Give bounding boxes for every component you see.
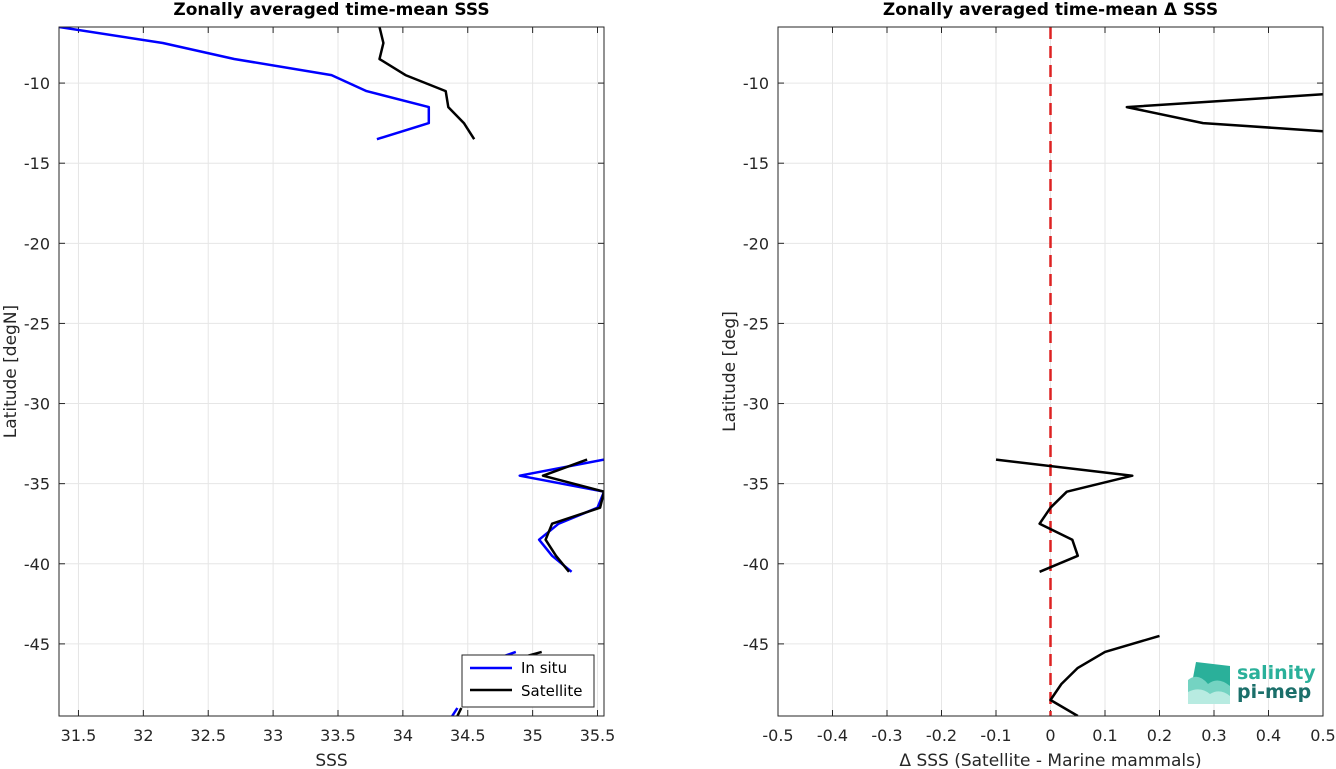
x-tick-label: 32.5 xyxy=(190,726,226,745)
delta-sss-panel: -0.5 -0.4 -0.3 -0.2 -0.1 0 0.1 0.2 0.3 0.4 0.5 -10 -… xyxy=(720,0,1336,769)
series-line xyxy=(456,707,463,716)
series-0 xyxy=(995,93,1323,716)
series-line xyxy=(378,27,476,140)
x-tick-label: 32 xyxy=(133,726,153,745)
series-line xyxy=(451,707,459,716)
x-tick-label: -0.4 xyxy=(817,726,848,745)
y-axis-label: Latitude [deg] xyxy=(720,311,740,432)
legend-label-in-situ: In situ xyxy=(521,659,567,677)
y-tick-label: -40 xyxy=(24,555,50,574)
x-tick-label: 33.5 xyxy=(320,726,356,745)
y-tick-label: -25 xyxy=(24,314,50,333)
y-tick-label: -10 xyxy=(24,74,50,93)
x-tick-label: -0.2 xyxy=(926,726,957,745)
series-line xyxy=(1049,634,1160,716)
logo-text-pimep: pi-mep xyxy=(1237,681,1311,703)
salinity-pimep-logo: salinity pi-mep xyxy=(1188,662,1316,704)
y-tick-label: -20 xyxy=(24,234,50,253)
x-axis-label: SSS xyxy=(315,751,347,769)
logo-text-salinity: salinity xyxy=(1237,662,1316,684)
y-tick-label: -20 xyxy=(743,234,769,253)
axes-frame xyxy=(777,26,1324,717)
x-tick-label: 0.1 xyxy=(1092,726,1117,745)
y-tick-label: -35 xyxy=(24,475,50,494)
x-tick-label: 31.5 xyxy=(61,726,97,745)
x-tick-label: -0.3 xyxy=(871,726,902,745)
y-axis-label: Latitude [degN] xyxy=(1,305,21,438)
x-tick-label: 34.5 xyxy=(450,726,486,745)
series-line xyxy=(995,458,1134,573)
plot-area xyxy=(59,27,604,716)
y-tick-label: -45 xyxy=(24,635,50,654)
x-axis-label: Δ SSS (Satellite - Marine mammals) xyxy=(899,751,1201,769)
y-tick-label: -25 xyxy=(743,314,769,333)
x-tick-label: 0.5 xyxy=(1310,726,1335,745)
y-tick-label: -30 xyxy=(24,395,50,414)
series-line xyxy=(59,27,431,141)
y-tick-label: -45 xyxy=(743,635,769,654)
legend: In situ Satellite xyxy=(461,654,595,708)
series-line xyxy=(541,458,604,573)
series-line xyxy=(1125,93,1323,133)
y-tick-label: -40 xyxy=(743,555,769,574)
sss-panel: 31.5 32 32.5 33 33.5 34 34.5 35 35.5 -10 -15 -20 -25… xyxy=(1,0,615,769)
y-tick-label: -10 xyxy=(743,74,769,93)
waves-icon xyxy=(1188,662,1230,704)
y-tick-label: -15 xyxy=(24,154,50,173)
x-tick-label: 0.4 xyxy=(1256,726,1281,745)
x-tick-label: 35 xyxy=(522,726,542,745)
x-tick-label: 0.3 xyxy=(1201,726,1226,745)
y-tick-label: -30 xyxy=(743,395,769,414)
axes-frame xyxy=(58,26,605,717)
x-tick-label: 35.5 xyxy=(580,726,616,745)
x-tick-label: -0.1 xyxy=(980,726,1011,745)
x-tick-label: -0.5 xyxy=(762,726,793,745)
x-tick-label: 0.2 xyxy=(1147,726,1172,745)
y-tick-label: -35 xyxy=(743,475,769,494)
chart-title: Zonally averaged time-mean SSS xyxy=(173,0,489,20)
legend-label-satellite: Satellite xyxy=(521,682,582,700)
y-tick-label: -15 xyxy=(743,154,769,173)
x-tick-label: 33 xyxy=(263,726,283,745)
x-tick-label: 34 xyxy=(393,726,413,745)
chart-title: Zonally averaged time-mean Δ SSS xyxy=(883,0,1218,20)
x-tick-label: 0 xyxy=(1045,726,1055,745)
